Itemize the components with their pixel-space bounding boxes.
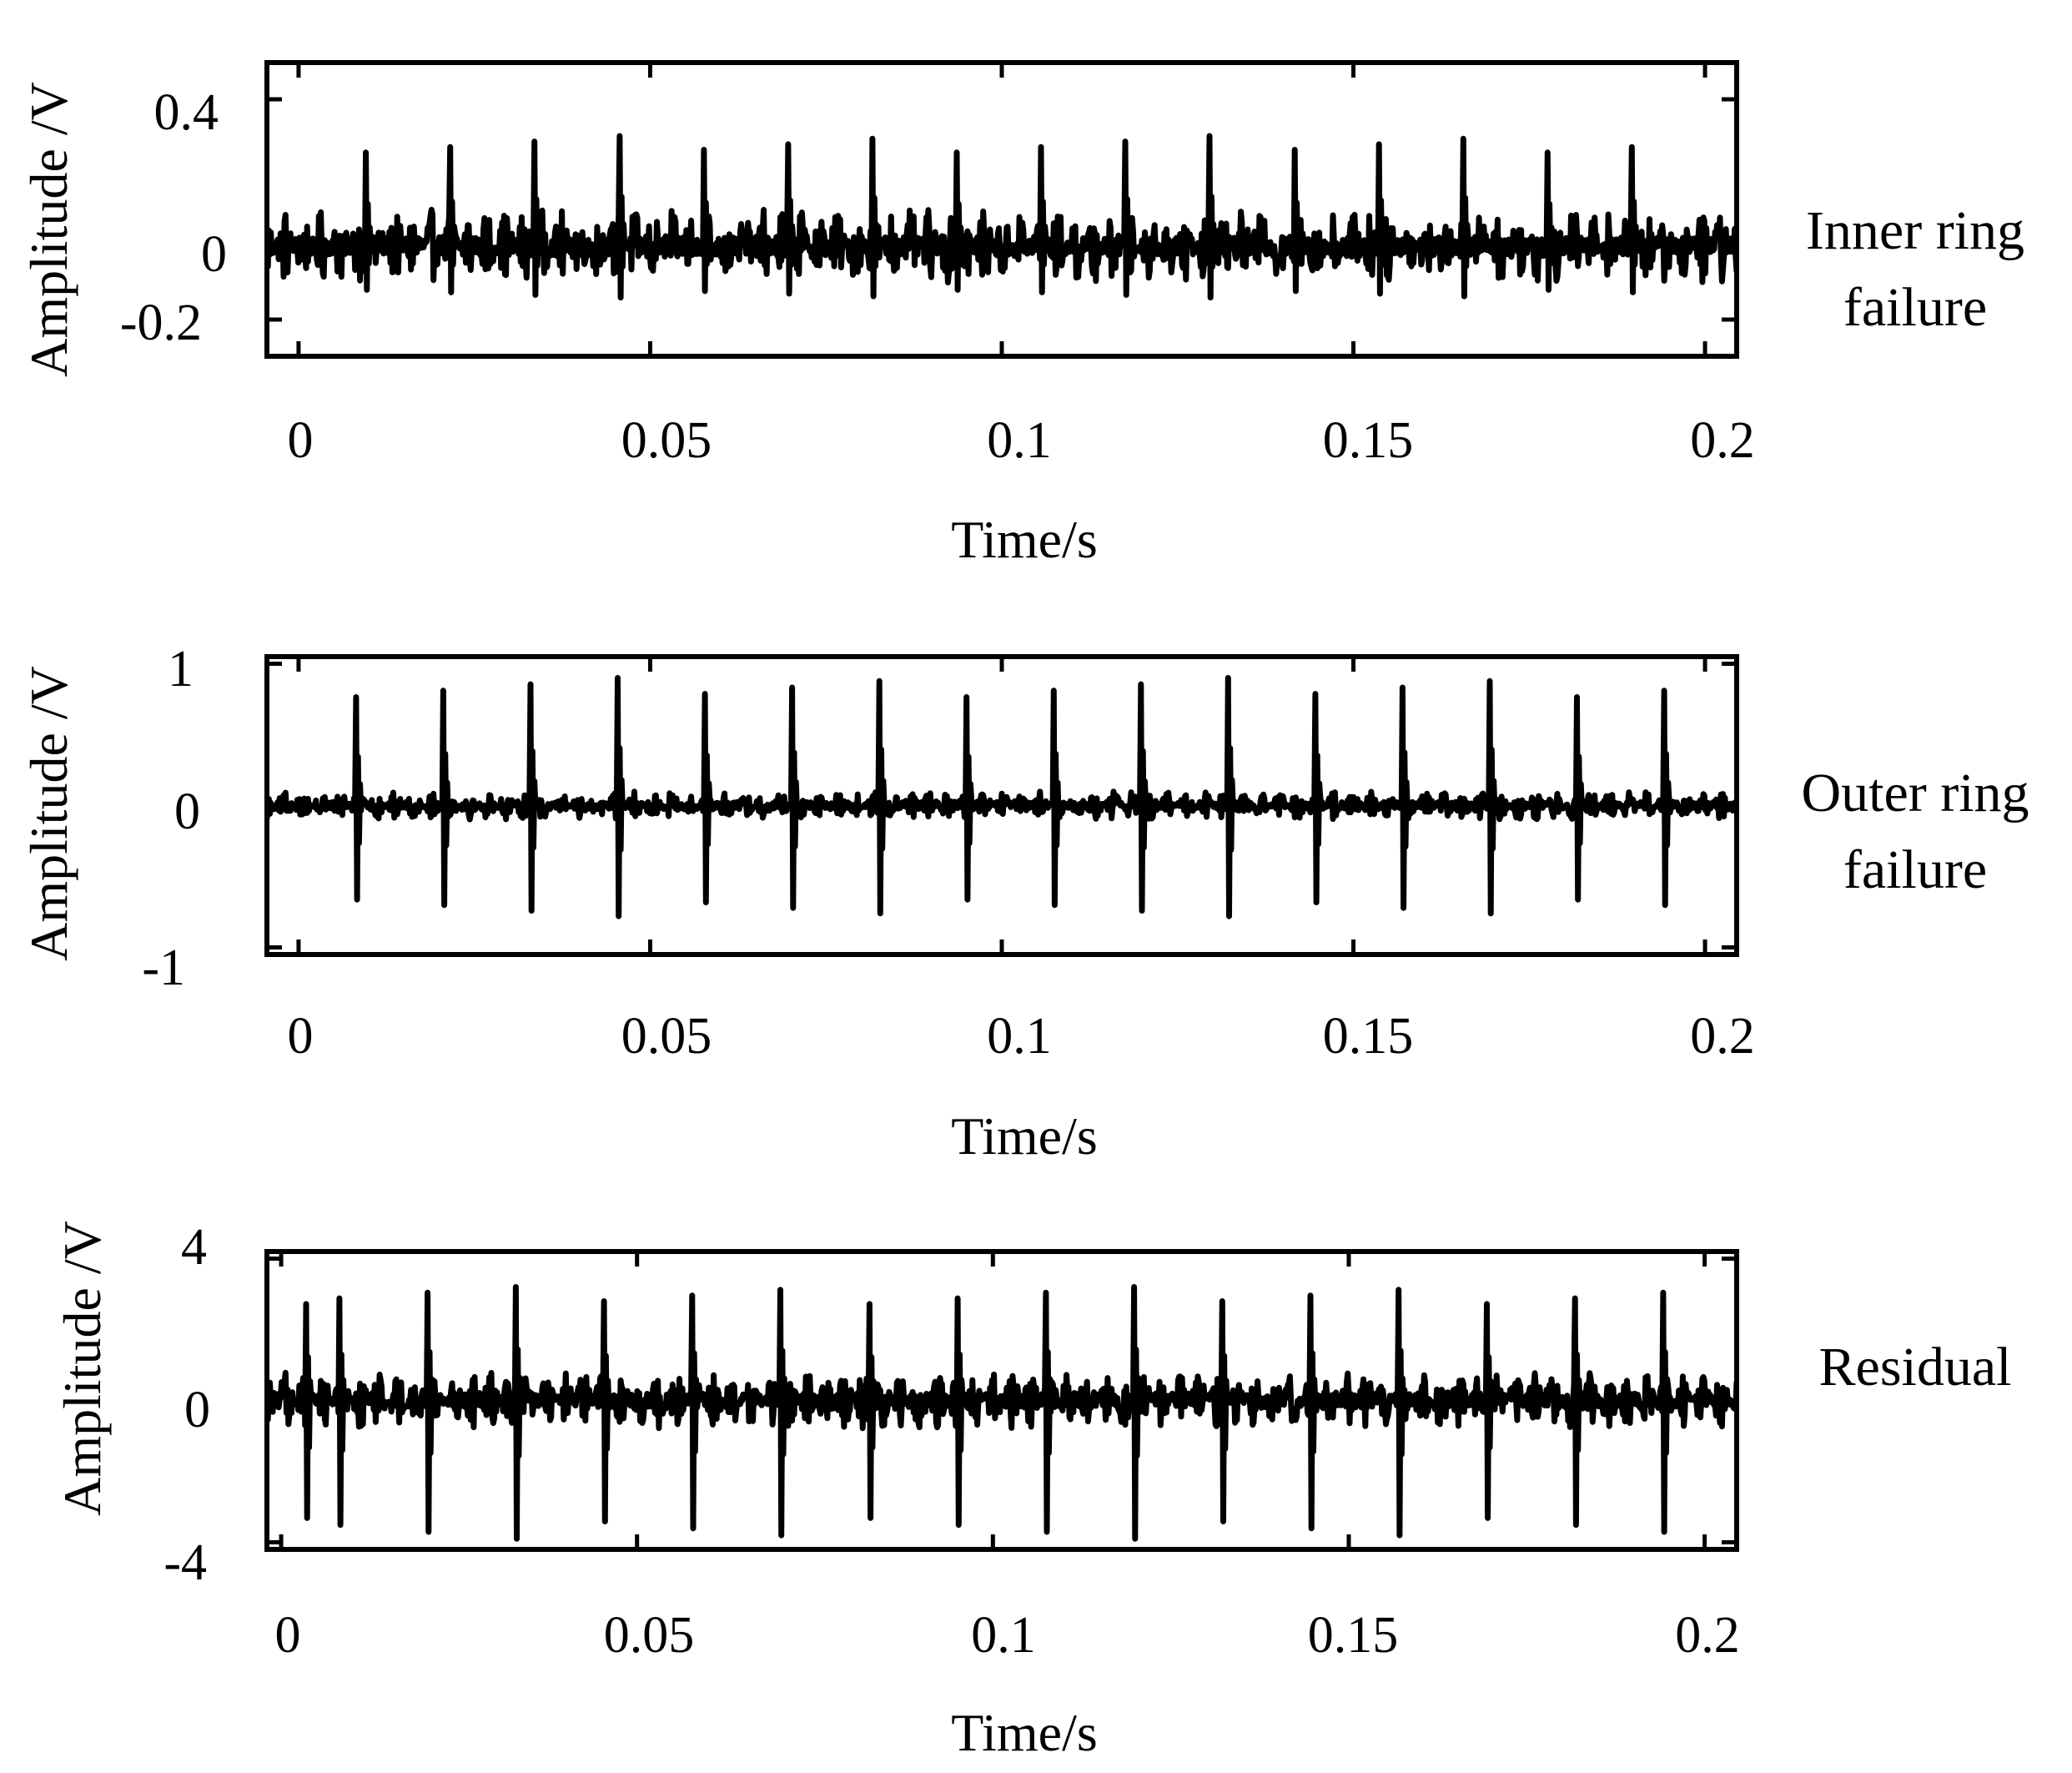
axes-frame [264, 60, 1739, 359]
x-tick-label: 0.05 [604, 1607, 695, 1664]
x-tick-label: 0.1 [987, 412, 1052, 469]
signal-trace [267, 1284, 1737, 1542]
x-tick-label: 0.2 [1675, 1607, 1740, 1664]
y-axis-title: Amplitude /V [19, 82, 78, 377]
y-tick-label: 1 [168, 641, 194, 698]
y-tick-label: 0 [184, 1382, 210, 1438]
y-tick-label: -4 [163, 1534, 207, 1591]
y-tick-label: 4 [181, 1219, 207, 1276]
x-axis-title: Time/s [951, 1703, 1098, 1762]
panel-side-label: failure [1843, 277, 1987, 338]
x-tick-label: 0.15 [1323, 412, 1414, 469]
tick-marks [267, 1252, 1737, 1549]
signal-trace [267, 675, 1737, 919]
x-tick-label: 0 [288, 412, 314, 469]
y-tick-label: 0 [174, 783, 200, 840]
panel-side-label: Residual [1819, 1337, 2012, 1398]
x-tick-label: 0.1 [987, 1008, 1052, 1065]
tick-marks [267, 63, 1737, 356]
panel-inner-ring: 0.4 0 -0.2 0 0.05 0.1 0.15 0.2 Time/s Am… [19, 60, 2024, 569]
y-tick-label: 0 [201, 226, 227, 283]
x-tick-label: 0 [288, 1008, 314, 1065]
panel-side-label: failure [1843, 839, 1987, 900]
x-tick-label: 0.15 [1308, 1607, 1399, 1664]
x-tick-label: 0.05 [621, 1008, 712, 1065]
y-axis-title: Amplitude /V [53, 1221, 112, 1516]
x-tick-label: 0.1 [971, 1607, 1036, 1664]
x-tick-label: 0.2 [1690, 412, 1755, 469]
plot-area [267, 1284, 1737, 1542]
y-tick-label: -0.2 [120, 295, 202, 351]
y-tick-label: -1 [142, 939, 185, 996]
panel-side-label: Outer ring [1801, 763, 2029, 824]
x-tick-label: 0.15 [1323, 1008, 1414, 1065]
y-axis-title: Amplitude /V [19, 666, 78, 961]
panel-side-label: Inner ring [1806, 200, 2024, 261]
y-tick-label: 0.4 [154, 84, 219, 141]
panel-residual: 4 0 -4 0 0.05 0.1 0.15 0.2 Time/s Amplit… [53, 1219, 2011, 1762]
x-tick-label: 0.05 [621, 412, 712, 469]
plot-area [267, 675, 1737, 919]
x-tick-label: 0.2 [1690, 1008, 1755, 1065]
x-tick-label: 0 [275, 1607, 301, 1664]
panel-outer-ring: 1 0 -1 0 0.05 0.1 0.15 0.2 Time/s Amplit… [19, 641, 2029, 1166]
tick-marks [267, 657, 1737, 954]
x-axis-title: Time/s [951, 1106, 1098, 1166]
signal-trace [267, 133, 1737, 301]
x-axis-title: Time/s [951, 510, 1098, 569]
plot-area [267, 133, 1737, 301]
